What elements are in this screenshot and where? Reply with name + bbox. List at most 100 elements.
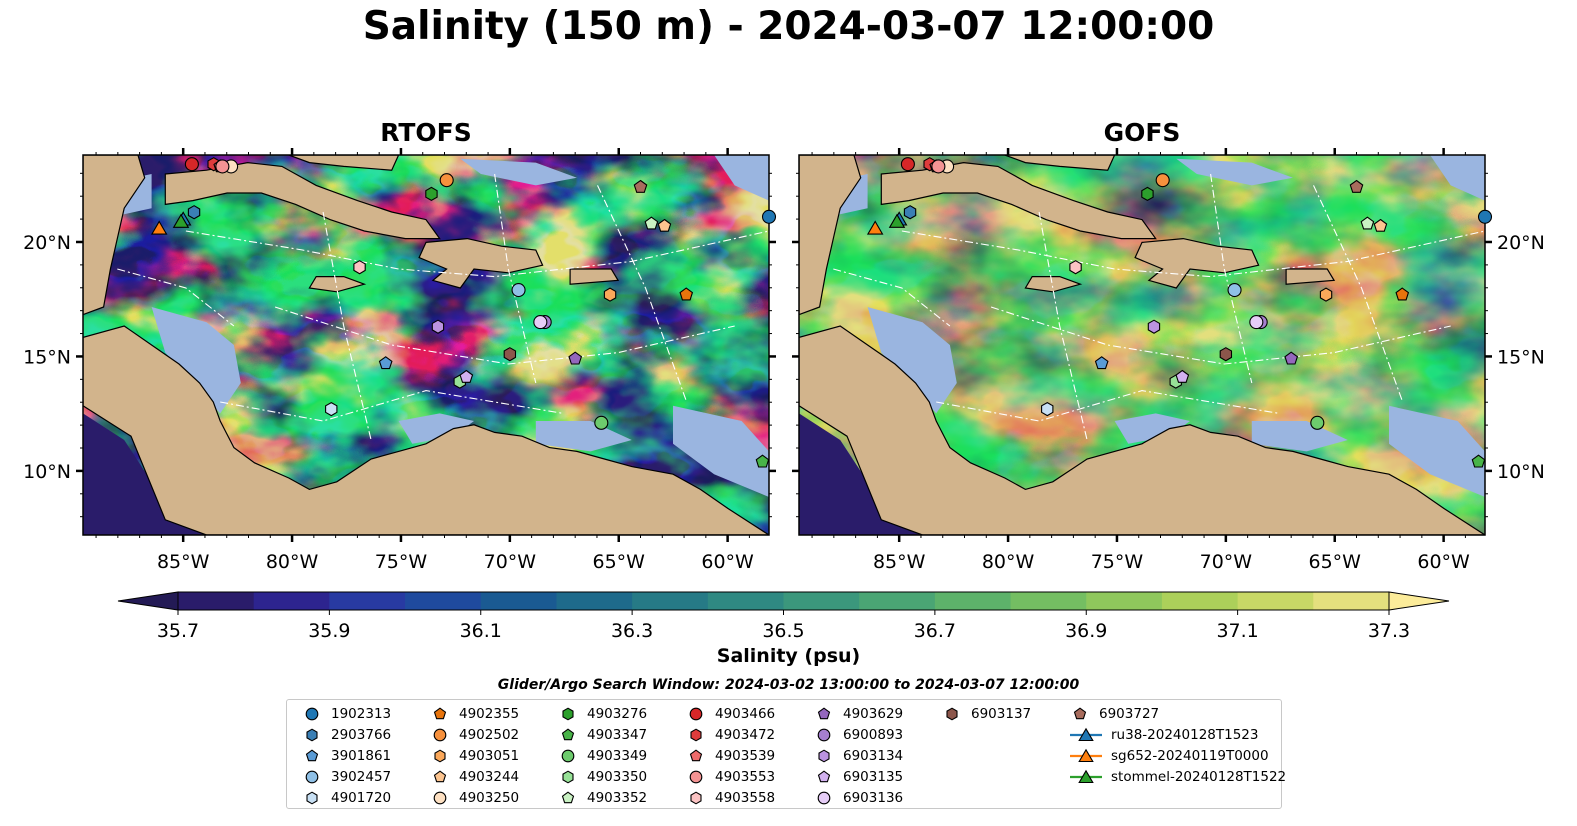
legend-marker [562,707,574,721]
colorbar-tick-label: 37.3 [1367,620,1411,642]
hexagon-marker-icon [306,728,318,742]
platform-4903244 [1373,218,1388,232]
platform-4903558 [353,260,366,275]
platform-6903137 [1219,347,1233,362]
legend-marker [689,770,703,784]
legend-label: sg652-20240119T0000 [1111,748,1269,764]
legend-item: 6903135 [813,767,903,787]
x-tick-label: 75°W [1091,551,1144,573]
circle-marker-icon [433,728,447,742]
hexagon-marker-icon [306,791,318,805]
map-rtofs: 85°W 80°W 75°W 70°W 65°W 60°W 20°N 15°N 10°N [23,148,777,573]
legend-label: 4902355 [459,706,520,722]
platform-3902457 [1227,283,1242,298]
land-mass [880,161,1157,240]
legend-label: 4903051 [459,748,520,764]
pentagon-marker-icon [433,770,447,783]
map-frame [798,154,1486,536]
legend-item: 4903472 [685,725,775,745]
land-mass [799,325,1485,535]
legend-marker [561,749,575,763]
platform-4903466 [184,157,199,172]
legend-item: 1902313 [301,704,391,724]
map-frame [82,154,770,536]
legend-item: 4903051 [429,746,519,766]
pentagon-marker-icon [305,749,319,762]
platform-4903629 [568,351,583,365]
platform-4901720 [325,401,338,417]
circle-marker-icon [305,707,319,721]
legend-label: 6903137 [971,706,1032,722]
legend-item: 4903553 [685,767,775,787]
legend-item: 4901720 [301,788,391,808]
eez-boundary [990,306,1451,365]
legend-marker [434,749,446,763]
platform-4903352 [644,216,659,230]
colorbar-tick-label: 36.9 [1065,620,1108,642]
x-tick-label: 85°W [873,551,926,573]
legend-item: 2903766 [301,725,391,745]
pacific-region [83,413,214,535]
platform-4903553 [215,159,230,174]
legend-label: 4903276 [587,706,648,722]
platform-4903629 [1284,351,1299,365]
legend-item: ru38-20240128T1523 [1069,725,1258,745]
legend-label: 4903539 [715,748,776,764]
eez-boundary [936,390,1280,422]
legend-label: 4901720 [331,790,392,806]
triangle-marker-icon [1070,727,1102,742]
x-tick-label: 80°W [266,551,319,573]
legend-label: 2903766 [331,727,392,743]
legend-label: 6903135 [843,769,904,785]
legend-item: 4903629 [813,704,903,724]
legend-item: 6903137 [941,704,1031,724]
land-mass [1024,276,1083,293]
land-mass [83,325,769,535]
land-mass [1134,237,1260,289]
legend-item: 4903349 [557,746,647,766]
legend-item: 4903250 [429,788,519,808]
shelf-area [867,307,957,414]
eez-boundary [1038,211,1088,441]
colorbar-label: Salinity (psu) [716,645,861,667]
legend-item: 4903244 [429,767,519,787]
legend-label: 3901861 [331,748,392,764]
platform-4902502 [439,173,454,188]
land-mass [1004,155,1116,171]
triangle-marker-icon [1070,769,1102,784]
legend-item: 4902355 [429,704,519,724]
y-tick-label: 15°N [1497,346,1545,368]
colorbar-tick-label: 36.7 [913,620,957,642]
platform-4903466 [900,157,915,172]
colorbar-tick-label: 35.9 [308,620,351,642]
legend-item: 4903350 [557,767,647,787]
platform-4903349 [594,415,609,430]
colorbar-tick-label: 35.7 [156,620,200,642]
legend-marker [1078,727,1094,742]
legend-marker [1073,707,1087,720]
platform-4903347 [1471,454,1486,468]
legend-label: ru38-20240128T1523 [1111,727,1259,743]
y-tick-label: 15°N [23,346,71,368]
legend-item: 4903558 [685,788,775,808]
shelf-area [1389,405,1485,497]
figure-title: Salinity (150 m) - 2024-03-07 12:00:00 [362,4,1215,49]
legend-label: 3902457 [331,769,392,785]
legend-label: 4903349 [587,748,648,764]
hexagon-marker-icon [562,707,574,721]
legend-marker [946,707,958,721]
legend-marker [1078,748,1094,763]
land-mass [1285,268,1336,285]
legend-item: 4903276 [557,704,647,724]
platform-6903136 [533,315,548,330]
platform-4902502 [1155,173,1170,188]
legend-marker [305,707,319,721]
shelf-area [151,307,241,414]
eez-boundary [117,268,235,327]
legend-label: 4903553 [715,769,776,785]
platform-sg652-20240119T0000 [866,220,884,235]
legend-label: 4903347 [587,727,648,743]
platform-markers [866,157,1493,468]
legend-marker [690,791,702,805]
legend-marker [306,728,318,742]
